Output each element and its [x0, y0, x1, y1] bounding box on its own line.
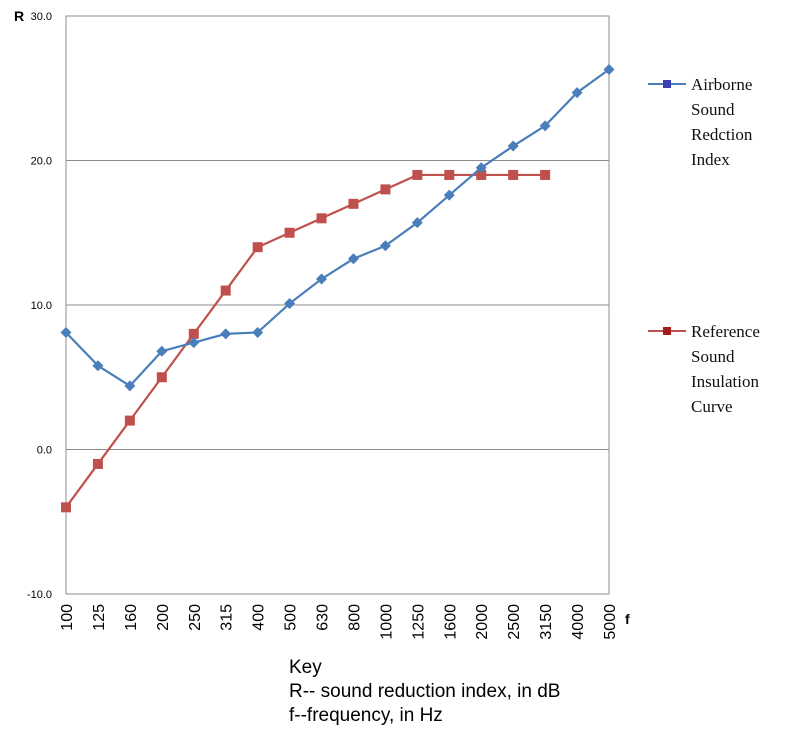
- x-tick-label: 400: [251, 604, 268, 631]
- data-point: [603, 63, 615, 75]
- data-point: [347, 253, 359, 265]
- legend-label-line: Index: [691, 150, 730, 169]
- key-title: Key: [289, 657, 322, 678]
- x-tick-label: 1000: [378, 604, 395, 640]
- key-line-r: R-- sound reduction index, in dB: [289, 681, 561, 702]
- data-point: [124, 415, 135, 426]
- legend-label-line: Redction: [691, 125, 753, 144]
- y-axis-letter: R: [14, 8, 24, 24]
- x-tick-label: 4000: [570, 604, 587, 640]
- y-tick-label: 20.0: [31, 156, 52, 168]
- x-tick-label: 160: [123, 604, 140, 631]
- x-tick-label: 250: [187, 604, 204, 631]
- x-tick-label: 125: [91, 604, 108, 631]
- data-point: [284, 298, 296, 310]
- data-point: [284, 227, 295, 238]
- data-point: [571, 87, 583, 99]
- data-point: [539, 120, 551, 132]
- x-tick-label: 5000: [602, 604, 619, 640]
- data-point: [92, 458, 103, 469]
- legend-label-line: Curve: [691, 397, 733, 416]
- series-reference: [61, 169, 551, 513]
- data-point: [188, 328, 199, 339]
- x-tick-label: 1600: [442, 604, 459, 640]
- key-block: Key R-- sound reduction index, in dB f--…: [289, 656, 560, 728]
- series-line: [65, 173, 546, 508]
- data-point: [252, 326, 264, 338]
- y-tick-label: 10.0: [31, 300, 52, 312]
- data-point: [379, 240, 391, 252]
- legend-label-line: Insulation: [691, 372, 759, 391]
- x-tick-label: 2000: [474, 604, 491, 640]
- legend-item-reference: Reference Sound Insulation Curve: [648, 322, 760, 416]
- data-point: [188, 337, 200, 349]
- legend-marker: [663, 327, 671, 335]
- data-point: [156, 345, 168, 357]
- y-tick-label: 0.0: [37, 445, 52, 457]
- data-point: [124, 380, 136, 392]
- grid-lines: [65, 15, 610, 595]
- legend-label-line: Sound: [691, 100, 735, 119]
- series-airborne: [60, 63, 615, 392]
- x-tick-labels: 100 125 160 200 250 315 400 500 630 800 1000 1250 16…: [59, 604, 619, 640]
- y-tick-label: -10.0: [27, 589, 52, 601]
- x-axis-letter: f: [625, 611, 630, 627]
- data-point: [156, 372, 167, 383]
- data-point: [220, 285, 231, 296]
- data-point: [411, 217, 423, 229]
- legend-label-line: Airborne: [691, 75, 752, 94]
- series-line: [65, 68, 610, 388]
- data-point: [476, 169, 487, 180]
- data-point: [508, 169, 519, 180]
- data-point: [60, 326, 72, 338]
- data-point: [540, 169, 551, 180]
- data-point: [61, 502, 71, 513]
- data-point: [380, 184, 391, 195]
- y-tick-label: 30.0: [31, 11, 52, 23]
- data-point: [412, 169, 423, 180]
- x-tick-label: 200: [155, 604, 172, 631]
- data-point: [348, 198, 359, 209]
- legend: Airborne Sound Redction Index Reference Sound…: [648, 75, 760, 416]
- data-point: [252, 242, 263, 253]
- legend-item-airborne: Airborne Sound Redction Index: [648, 75, 753, 169]
- x-tick-label: 100: [59, 604, 76, 631]
- data-point: [220, 328, 232, 340]
- x-tick-label: 3150: [538, 604, 555, 640]
- series-layer: [60, 63, 615, 513]
- y-tick-labels: -10.0 0.0 10.0 20.0 30.0: [27, 11, 52, 601]
- x-tick-label: 1250: [410, 604, 427, 640]
- data-point: [316, 213, 327, 224]
- x-tick-label: 315: [219, 604, 236, 631]
- data-point: [507, 140, 519, 152]
- legend-marker: [663, 80, 671, 88]
- legend-label-line: Sound: [691, 347, 735, 366]
- data-point: [92, 360, 104, 372]
- x-tick-label: 2500: [506, 604, 523, 640]
- x-tick-label: 630: [315, 604, 332, 631]
- data-point: [316, 273, 328, 285]
- data-point: [444, 169, 455, 180]
- x-tick-label: 500: [283, 604, 300, 631]
- data-point: [475, 162, 487, 174]
- data-point: [443, 189, 455, 201]
- x-tick-label: 800: [346, 604, 363, 631]
- legend-label-line: Reference: [691, 322, 760, 341]
- key-line-f: f--frequency, in Hz: [289, 705, 443, 726]
